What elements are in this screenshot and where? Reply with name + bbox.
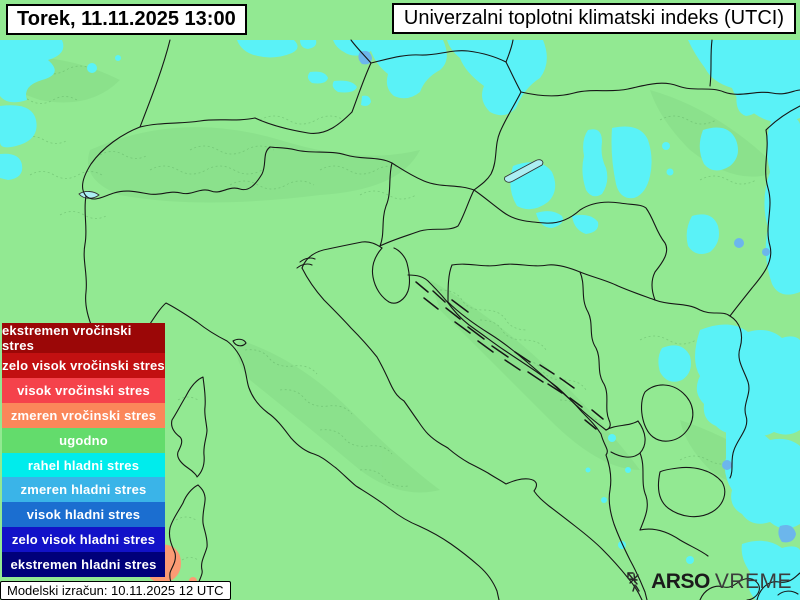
map-title: Univerzalni toplotni klimatski indeks (U… — [403, 7, 784, 29]
legend-item: ugodno — [2, 427, 165, 453]
weather-vane-icon — [627, 572, 640, 592]
utci-legend: ekstremen vročinski stres zelo visok vro… — [2, 323, 165, 578]
legend-item: zelo visok hladni stres — [2, 527, 165, 553]
legend-item: zmeren hladni stres — [2, 477, 165, 503]
legend-item: rahel hladni stres — [2, 452, 165, 478]
lake-balaton — [504, 159, 544, 183]
moderate-cold-stress-areas — [358, 50, 796, 543]
country-borders — [82, 39, 800, 600]
logo-product-text: VREME — [714, 570, 792, 593]
datetime-label: Torek, 11.11.2025 13:00 — [17, 8, 236, 30]
legend-item: zelo visok vročinski stres — [2, 353, 165, 378]
legend-item: zmeren vročinski stres — [2, 402, 165, 428]
logo-brand-text: ARSO — [651, 570, 710, 593]
model-run-box: Modelski izračun: 10.11.2025 12 UTC — [0, 581, 231, 600]
model-run-label: Modelski izračun: 10.11.2025 12 UTC — [7, 583, 224, 598]
legend-item: visok vročinski stres — [2, 377, 165, 403]
legend-item: visok hladni stres — [2, 502, 165, 528]
datetime-box: Torek, 11.11.2025 13:00 — [6, 4, 247, 35]
legend-item: ekstremen hladni stres — [2, 552, 165, 578]
arso-vreme-logo: ARSO VREME — [625, 570, 792, 594]
adriatic-islands — [415, 281, 604, 430]
legend-item: ekstremen vročinski stres — [2, 323, 165, 353]
map-title-box: Univerzalni toplotni klimatski indeks (U… — [391, 3, 796, 34]
